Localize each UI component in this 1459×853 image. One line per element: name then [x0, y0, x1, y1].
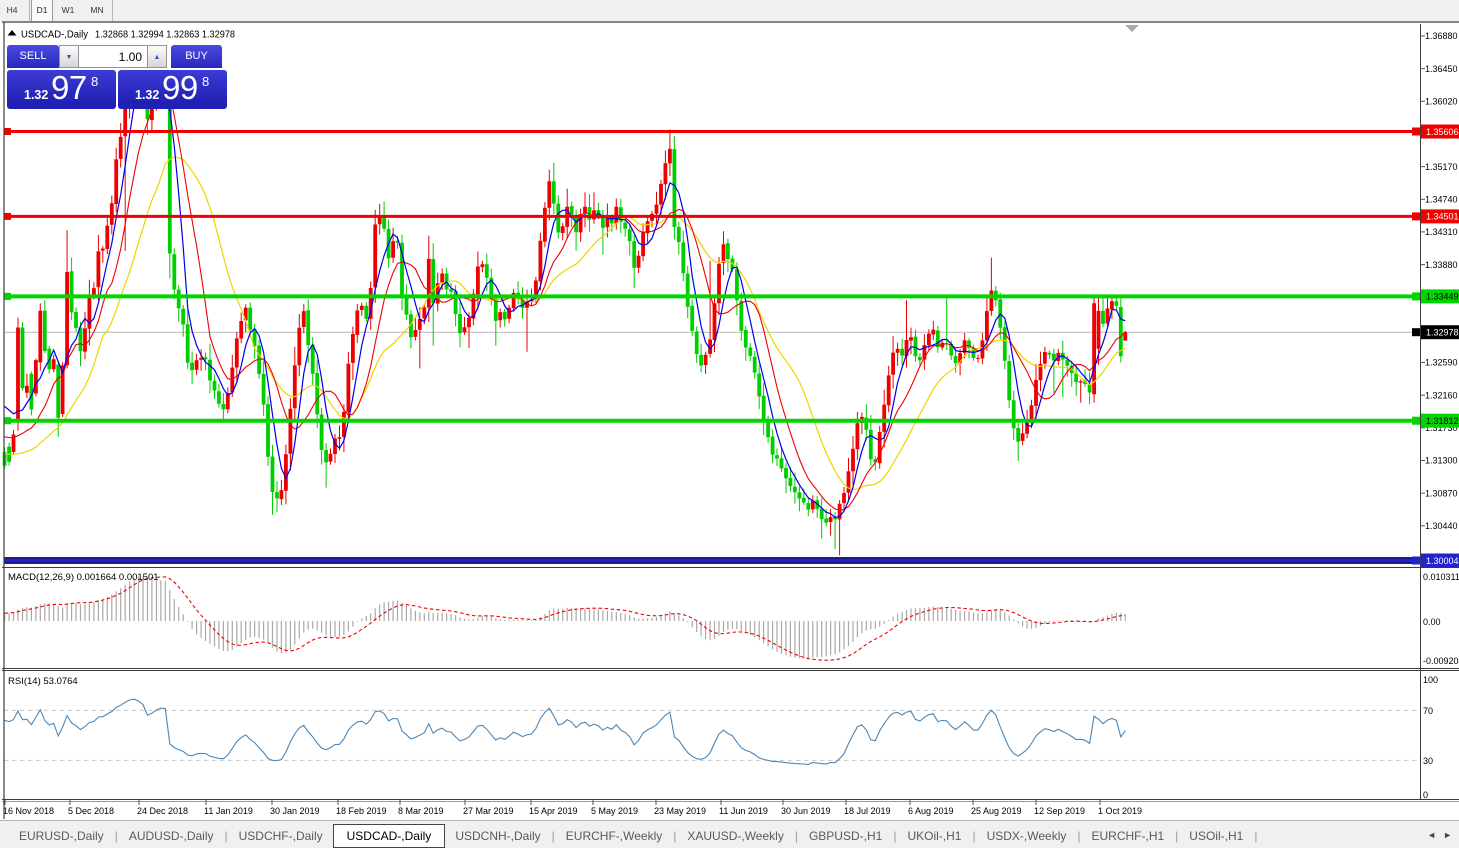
svg-text:16 Nov 2018: 16 Nov 2018 — [3, 806, 54, 816]
svg-text:11 Jun 2019: 11 Jun 2019 — [719, 806, 768, 816]
svg-text:1.36020: 1.36020 — [1425, 97, 1458, 107]
svg-text:23 May 2019: 23 May 2019 — [654, 806, 706, 816]
svg-text:1.35606: 1.35606 — [1426, 127, 1459, 137]
svg-text:-0.00920: -0.00920 — [1423, 656, 1459, 666]
svg-text:0: 0 — [1423, 790, 1428, 800]
svg-text:30 Jan 2019: 30 Jan 2019 — [270, 806, 320, 816]
svg-text:1.30440: 1.30440 — [1425, 521, 1458, 531]
svg-text:1.34310: 1.34310 — [1425, 227, 1458, 237]
svg-text:1.32590: 1.32590 — [1425, 358, 1458, 368]
svg-text:8 Mar 2019: 8 Mar 2019 — [398, 806, 444, 816]
svg-text:1.32978: 1.32978 — [1426, 328, 1459, 338]
svg-text:1.32160: 1.32160 — [1425, 390, 1458, 400]
svg-text:1.31300: 1.31300 — [1425, 456, 1458, 466]
svg-text:RSI(14) 53.0764: RSI(14) 53.0764 — [8, 676, 78, 687]
svg-text:1 Oct 2019: 1 Oct 2019 — [1098, 806, 1142, 816]
svg-text:12 Sep 2019: 12 Sep 2019 — [1034, 806, 1085, 816]
svg-text:1.32868 1.32994 1.32863 1.3297: 1.32868 1.32994 1.32863 1.32978 — [95, 30, 235, 41]
svg-text:1.36880: 1.36880 — [1425, 31, 1458, 41]
svg-text:1.30004: 1.30004 — [1426, 556, 1459, 566]
svg-text:MACD(12,26,9) 0.001664 0.00150: MACD(12,26,9) 0.001664 0.001501 — [8, 572, 159, 583]
svg-text:5 May 2019: 5 May 2019 — [591, 806, 638, 816]
svg-text:1.34740: 1.34740 — [1425, 195, 1458, 205]
svg-text:1.33449: 1.33449 — [1426, 292, 1459, 302]
svg-text:30 Jun 2019: 30 Jun 2019 — [781, 806, 831, 816]
svg-text:100: 100 — [1423, 675, 1438, 685]
svg-text:1.34501: 1.34501 — [1426, 212, 1459, 222]
svg-text:18 Feb 2019: 18 Feb 2019 — [336, 806, 387, 816]
svg-text:15 Apr 2019: 15 Apr 2019 — [529, 806, 578, 816]
svg-text:0.010311: 0.010311 — [1423, 572, 1459, 582]
svg-text:25 Aug 2019: 25 Aug 2019 — [971, 806, 1022, 816]
svg-text:18 Jul 2019: 18 Jul 2019 — [844, 806, 891, 816]
svg-text:USDCAD-,Daily: USDCAD-,Daily — [21, 30, 88, 41]
svg-text:6 Aug 2019: 6 Aug 2019 — [908, 806, 954, 816]
svg-text:27 Mar 2019: 27 Mar 2019 — [463, 806, 514, 816]
svg-text:11 Jan 2019: 11 Jan 2019 — [204, 806, 253, 816]
svg-text:0.00: 0.00 — [1423, 617, 1441, 627]
svg-text:1.36450: 1.36450 — [1425, 64, 1458, 74]
svg-text:30: 30 — [1423, 756, 1433, 766]
svg-text:1.31812: 1.31812 — [1426, 416, 1459, 426]
svg-text:1.33880: 1.33880 — [1425, 260, 1458, 270]
svg-text:1.30870: 1.30870 — [1425, 488, 1458, 498]
svg-text:70: 70 — [1423, 706, 1433, 716]
svg-text:5 Dec 2018: 5 Dec 2018 — [68, 806, 114, 816]
svg-text:24 Dec 2018: 24 Dec 2018 — [137, 806, 188, 816]
svg-text:1.35170: 1.35170 — [1425, 162, 1458, 172]
svg-text:1.31730: 1.31730 — [1425, 423, 1458, 433]
